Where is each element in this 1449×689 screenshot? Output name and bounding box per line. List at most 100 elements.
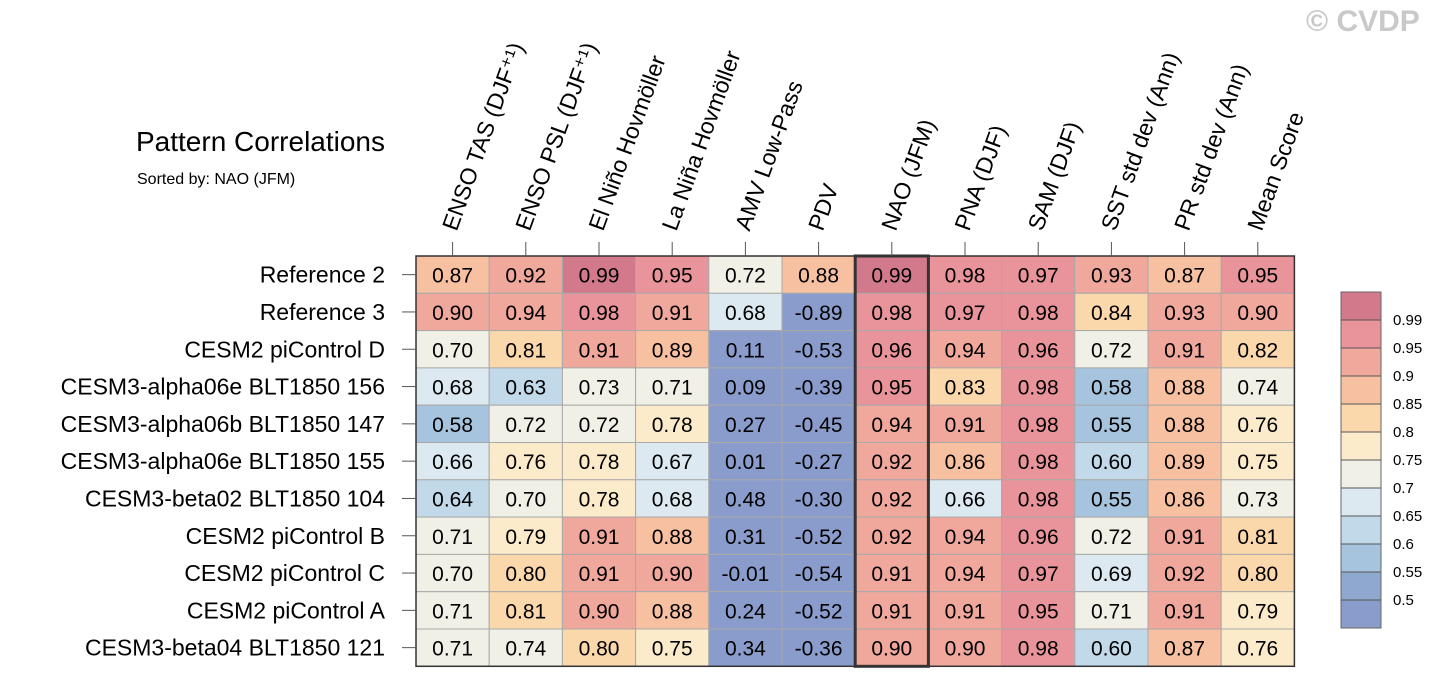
- heatmap-cell: [708, 553, 783, 593]
- heatmap-cell: [854, 628, 929, 667]
- cell-value-label: 0.91: [579, 563, 620, 586]
- cell-value-label: 0.87: [432, 265, 473, 288]
- heatmap-cell: [635, 591, 710, 630]
- cell-value-label: 0.91: [945, 414, 986, 437]
- cell-value-label: 0.69: [1091, 563, 1132, 586]
- row-label: CESM3-alpha06e BLT1850 155: [61, 448, 385, 474]
- colorbar-segment: [1341, 600, 1381, 628]
- cell-value-label: 0.91: [871, 563, 912, 586]
- cell-value-label: -0.01: [721, 563, 769, 586]
- colorbar-tick-label: 0.85: [1393, 396, 1422, 413]
- cell-value-label: 0.92: [1164, 563, 1205, 586]
- cell-value-label: 0.94: [945, 339, 986, 362]
- cell-value-label: 0.95: [652, 265, 693, 288]
- colorbar-segment: [1341, 376, 1381, 404]
- column-label: AMV Low-Pass: [730, 77, 808, 234]
- cell-value-label: 0.97: [1018, 265, 1059, 288]
- cell-value-label: 0.72: [725, 265, 766, 288]
- heatmap-cell: [488, 442, 563, 481]
- chart-title: Pattern Correlations: [136, 126, 386, 157]
- heatmap-cell: [1074, 479, 1149, 518]
- cell-value-label: 0.66: [432, 451, 473, 474]
- cell-value-label: -0.45: [795, 414, 843, 437]
- cell-value-label: 0.98: [1018, 638, 1059, 661]
- cell-value-label: 0.91: [945, 600, 986, 623]
- heatmap-cell: [1220, 516, 1295, 555]
- column-label: SAM (DJF): [1022, 118, 1085, 234]
- heatmap-cell: [415, 553, 490, 593]
- colorbar-tick-label: 0.55: [1393, 564, 1422, 581]
- cell-value-label: 0.68: [725, 302, 766, 325]
- column-label: PR std dev (Ann): [1169, 60, 1253, 233]
- cell-value-label: 0.92: [505, 265, 546, 288]
- cell-value-label: 0.96: [871, 339, 912, 362]
- heatmap-cell: [561, 330, 637, 369]
- heatmap-cell: [1074, 367, 1149, 406]
- column-label: ENSO TAS (DJF⁺¹): [437, 39, 529, 234]
- cell-value-label: 0.68: [432, 377, 473, 400]
- cell-value-label: 0.86: [945, 451, 986, 474]
- cell-value-label: 0.92: [871, 488, 912, 511]
- cell-value-label: 0.70: [432, 339, 473, 362]
- colorbar-tick-label: 0.99: [1393, 312, 1422, 329]
- cell-value-label: 0.55: [1091, 414, 1132, 437]
- row-label: CESM2 piControl A: [187, 597, 386, 623]
- cell-value-label: 0.74: [505, 638, 546, 661]
- cell-value-label: -0.39: [795, 377, 843, 400]
- cell-value-label: 0.92: [871, 526, 912, 549]
- cell-value-label: 0.79: [505, 526, 546, 549]
- cell-value-label: 0.71: [652, 377, 693, 400]
- heatmap-cell: [1220, 553, 1295, 593]
- cell-value-label: 0.71: [432, 526, 473, 549]
- cell-value-label: 0.63: [505, 377, 546, 400]
- colorbar-segment: [1341, 432, 1381, 460]
- heatmap-cell: [488, 255, 563, 294]
- heatmap-cell: [1220, 404, 1295, 444]
- colorbar-tick-label: 0.65: [1393, 508, 1422, 525]
- column-label: PNA (DJF): [949, 122, 1011, 234]
- heatmap-cell: [1220, 330, 1295, 369]
- cell-value-label: -0.52: [795, 600, 843, 623]
- cell-value-label: 0.96: [1018, 526, 1059, 549]
- cell-value-label: 0.48: [725, 488, 766, 511]
- colorbar-segment: [1341, 460, 1381, 488]
- cell-value-label: 0.97: [1018, 563, 1059, 586]
- cell-value-label: 0.60: [1091, 638, 1132, 661]
- heatmap-cell: [561, 367, 637, 406]
- cell-value-label: 0.94: [945, 526, 986, 549]
- colorbar-segment: [1341, 320, 1381, 348]
- heatmap-cell: [635, 442, 710, 481]
- cell-value-label: 0.60: [1091, 451, 1132, 474]
- cell-value-label: 0.58: [432, 414, 473, 437]
- cell-value-label: 0.31: [725, 526, 766, 549]
- heatmap-cell: [1220, 628, 1295, 667]
- cell-value-label: 0.72: [579, 414, 620, 437]
- colorbar-tick-label: 0.5: [1393, 592, 1414, 609]
- row-label: CESM2 piControl D: [184, 336, 385, 362]
- cell-value-label: 0.89: [1164, 451, 1205, 474]
- cell-value-label: 0.71: [1091, 600, 1132, 623]
- cell-value-label: 0.87: [1164, 265, 1205, 288]
- cell-value-label: 0.80: [579, 638, 620, 661]
- cell-value-label: 0.97: [945, 302, 986, 325]
- cell-value-label: 0.88: [1164, 377, 1205, 400]
- cell-value-label: 0.99: [871, 265, 912, 288]
- column-label: Mean Score: [1242, 108, 1309, 233]
- cvdp-watermark: © CVDP: [1306, 5, 1420, 38]
- cell-value-label: 0.74: [1237, 377, 1278, 400]
- heatmap-cell: [1001, 516, 1076, 555]
- heatmap-cell: [1147, 591, 1222, 630]
- cell-value-label: 0.78: [579, 451, 620, 474]
- row-label: Reference 3: [260, 299, 385, 325]
- colorbar-tick-label: 0.6: [1393, 536, 1414, 553]
- cell-value-label: 0.11: [726, 339, 765, 362]
- cell-value-label: 0.70: [432, 563, 473, 586]
- heatmap-cell: [488, 479, 563, 518]
- cell-value-label: 0.88: [652, 600, 693, 623]
- colorbar-tick-label: 0.9: [1393, 368, 1414, 385]
- heatmap-cell: [708, 479, 783, 518]
- heatmap-cell: [854, 442, 929, 481]
- chart-subtitle: Sorted by: NAO (JFM): [137, 171, 296, 188]
- cell-value-label: 0.83: [945, 377, 986, 400]
- cell-value-label: 0.98: [1018, 451, 1059, 474]
